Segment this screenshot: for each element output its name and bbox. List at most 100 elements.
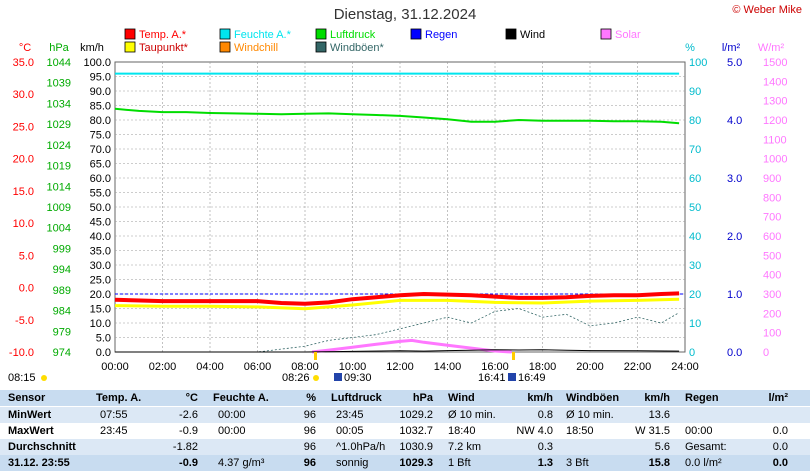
solar-tick-label: 1200 [763, 115, 787, 127]
stats-cell: 7.2 km [448, 441, 482, 453]
humidity-tick-label: 30 [689, 260, 701, 272]
stats-cell: 00:05 [336, 425, 364, 437]
dawn-time: 08:26 [282, 372, 310, 384]
humidity-tick-label: 50 [689, 202, 701, 214]
x-tick-label: 18:00 [529, 361, 557, 373]
wind-tick-label: 40.0 [90, 231, 111, 243]
stats-cell: 18:50 [566, 425, 594, 437]
stats-cell: Sensor [8, 392, 46, 404]
x-tick-label: 22:00 [624, 361, 652, 373]
temp-tick-label: 25.0 [13, 121, 34, 133]
series-line-solar [311, 338, 512, 354]
solar-tick-label: 700 [763, 212, 781, 224]
x-tick-label: 16:00 [481, 361, 509, 373]
legend-label: Luftdruck [330, 29, 376, 41]
stats-cell: Temp. A. [96, 392, 142, 404]
stats-cell: 0.0 [772, 457, 788, 469]
stats-cell: % [306, 392, 316, 404]
x-tick-label: 24:00 [671, 361, 699, 373]
legend-label: Taupunkt* [139, 42, 189, 54]
stats-cell: km/h [644, 392, 670, 404]
stats-cell: 1032.7 [399, 425, 433, 437]
pressure-tick-label: 1024 [47, 140, 71, 152]
humidity-tick-label: 90 [689, 86, 701, 98]
stats-cell: 0.3 [537, 441, 553, 453]
pressure-unit-label: hPa [49, 42, 69, 54]
sunrise-time: 08:15 [8, 372, 36, 384]
temp-tick-label: 10.0 [13, 218, 34, 230]
stats-cell: 0.0 l/m² [685, 457, 722, 469]
pressure-tick-label: 994 [53, 264, 71, 276]
wind-tick-label: 20.0 [90, 289, 111, 301]
legend-swatch [219, 41, 231, 53]
x-tick-label: 10:00 [339, 361, 367, 373]
stats-cell: Ø 10 min. [566, 409, 614, 421]
stats-cell: hPa [412, 392, 433, 404]
pressure-tick-label: 1034 [47, 98, 71, 110]
stats-header-row: Sensor Temp. A. °C Feuchte A.% Luftdruck hPa W… [0, 390, 810, 406]
temp-tick-label: 0.0 [19, 283, 34, 295]
wind-tick-label: 60.0 [90, 173, 111, 185]
stats-cell: -2.6 [179, 409, 198, 421]
legend-swatch [505, 28, 517, 40]
statistics-table: Sensor Temp. A. °C Feuchte A.% Luftdruck hPa W… [0, 388, 810, 471]
stats-cell: Ø 10 min. [448, 409, 496, 421]
weather-line-chart: °C hPa km/h% l/m² W/m² 35.0 30.0 25.0 20.0 15.0 10… [8, 28, 787, 384]
stats-cell: 00:00 [218, 409, 246, 421]
pressure-tick-label: 984 [53, 306, 71, 318]
moon-icon [508, 373, 516, 381]
stats-cell: 13.6 [648, 409, 670, 421]
stats-cell: 1029.2 [399, 409, 433, 421]
legend-swatch [219, 28, 231, 40]
stats-cell: NW 4.0 [516, 425, 553, 437]
moon-icon [334, 373, 342, 381]
wind-tick-label: 70.0 [90, 144, 111, 156]
sun-icon [313, 375, 319, 381]
stats-cell: Regen [685, 392, 719, 404]
wind-tick-label: 80.0 [90, 115, 111, 127]
humidity-tick-label: 10 [689, 318, 701, 330]
stats-cell: Luftdruck [331, 392, 382, 404]
stats-cell: 1 Bft [448, 457, 471, 469]
wind-tick-label: 65.0 [90, 159, 111, 171]
legend-swatch [315, 28, 327, 40]
stats-cell: °C [185, 392, 198, 404]
stats-cell: 5.6 [654, 441, 670, 453]
sunrise-marker [314, 352, 317, 360]
stats-cell: ^1.0hPa/h [336, 441, 386, 453]
stats-cell: 3 Bft [566, 457, 589, 469]
series-line-luftdruck [114, 107, 680, 125]
wind-tick-label: 55.0 [90, 188, 111, 200]
stats-cell: 96 [303, 409, 316, 421]
solar-tick-label: 800 [763, 192, 781, 204]
humidity-tick-label: 60 [689, 173, 701, 185]
stats-cell: 0.0 [772, 441, 788, 453]
legend-label: Wind [520, 29, 545, 41]
pressure-tick-label: 989 [53, 285, 71, 297]
x-tick-label: 14:00 [434, 361, 462, 373]
solar-tick-label: 1500 [763, 57, 787, 69]
stats-cell: 1029.3 [399, 457, 433, 469]
wind-tick-label: 30.0 [90, 260, 111, 272]
stats-cell: -0.9 [179, 425, 198, 437]
wind-tick-label: 25.0 [90, 275, 111, 287]
stats-cell: 1030.9 [399, 441, 433, 453]
pressure-tick-label: 1019 [47, 161, 71, 173]
temp-tick-label: -10.0 [9, 347, 34, 359]
pressure-tick-label: 979 [53, 326, 71, 338]
wind-tick-label: 90.0 [90, 86, 111, 98]
solar-unit-label: W/m² [758, 42, 785, 54]
legend-swatch [410, 28, 422, 40]
stats-cell: 0.8 [537, 409, 553, 421]
pressure-tick-label: 1029 [47, 119, 71, 131]
stats-cell: 00:00 [218, 425, 246, 437]
rain-tick-label: 5.0 [727, 57, 742, 69]
pressure-tick-label: 1014 [47, 181, 71, 193]
copyright-label: © Weber Mike [732, 4, 802, 16]
wind-tick-label: 35.0 [90, 246, 111, 258]
stats-cell: l/m² [768, 392, 788, 404]
stats-cell: 00:00 [685, 425, 713, 437]
legend-label: Feuchte A.* [234, 29, 292, 41]
x-tick-label: 08:00 [291, 361, 319, 373]
stats-cell: -0.9 [179, 457, 198, 469]
